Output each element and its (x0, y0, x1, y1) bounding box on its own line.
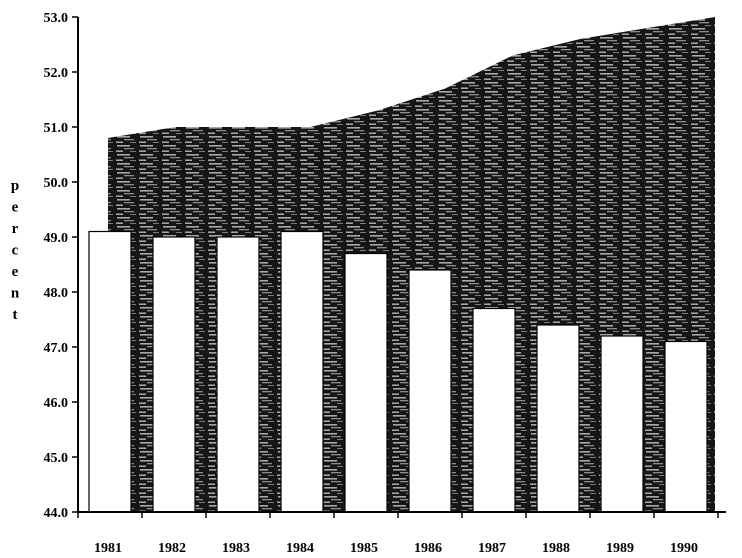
x-tick-label: 1987 (478, 541, 506, 556)
x-tick-label: 1985 (350, 541, 378, 556)
y-tick-label: 53.0 (44, 11, 69, 26)
x-tick-label: 1990 (670, 541, 698, 556)
x-tick-label: 1984 (286, 541, 314, 556)
y-tick-label: 50.0 (44, 176, 69, 191)
bar-1989 (600, 335, 644, 513)
x-tick-label: 1986 (414, 541, 442, 556)
y-tick-label: 49.0 (44, 231, 69, 246)
bar-1981 (88, 230, 132, 513)
bar-1984 (280, 230, 324, 513)
x-tick-label: 1982 (158, 541, 186, 556)
y-tick-label: 45.0 (44, 451, 69, 466)
bar-1982 (152, 236, 196, 513)
y-tick-label: 44.0 (44, 506, 69, 521)
axis-layer: 44.0 45.0 46.0 47.0 48.0 49.0 50.0 51.0 52.0 53.0… (44, 11, 726, 556)
x-tick-label: 1988 (542, 541, 570, 556)
y-tick-label: 51.0 (44, 121, 69, 136)
bar-1987 (472, 307, 516, 513)
bar-1983 (216, 236, 260, 513)
bar-1988 (536, 324, 580, 513)
x-tick-label: 1983 (222, 541, 250, 556)
y-tick-label: 52.0 (44, 66, 69, 81)
bar-1990 (664, 340, 708, 513)
y-tick-label: 48.0 (44, 286, 69, 301)
bar-1985 (344, 252, 388, 513)
y-tick-label: 46.0 (44, 396, 69, 411)
y-tick-label: 47.0 (44, 341, 69, 356)
bar-1986 (408, 269, 452, 513)
bar-layer (88, 230, 708, 513)
x-tick-label: 1989 (606, 541, 634, 556)
x-tick-label: 1981 (94, 541, 122, 556)
